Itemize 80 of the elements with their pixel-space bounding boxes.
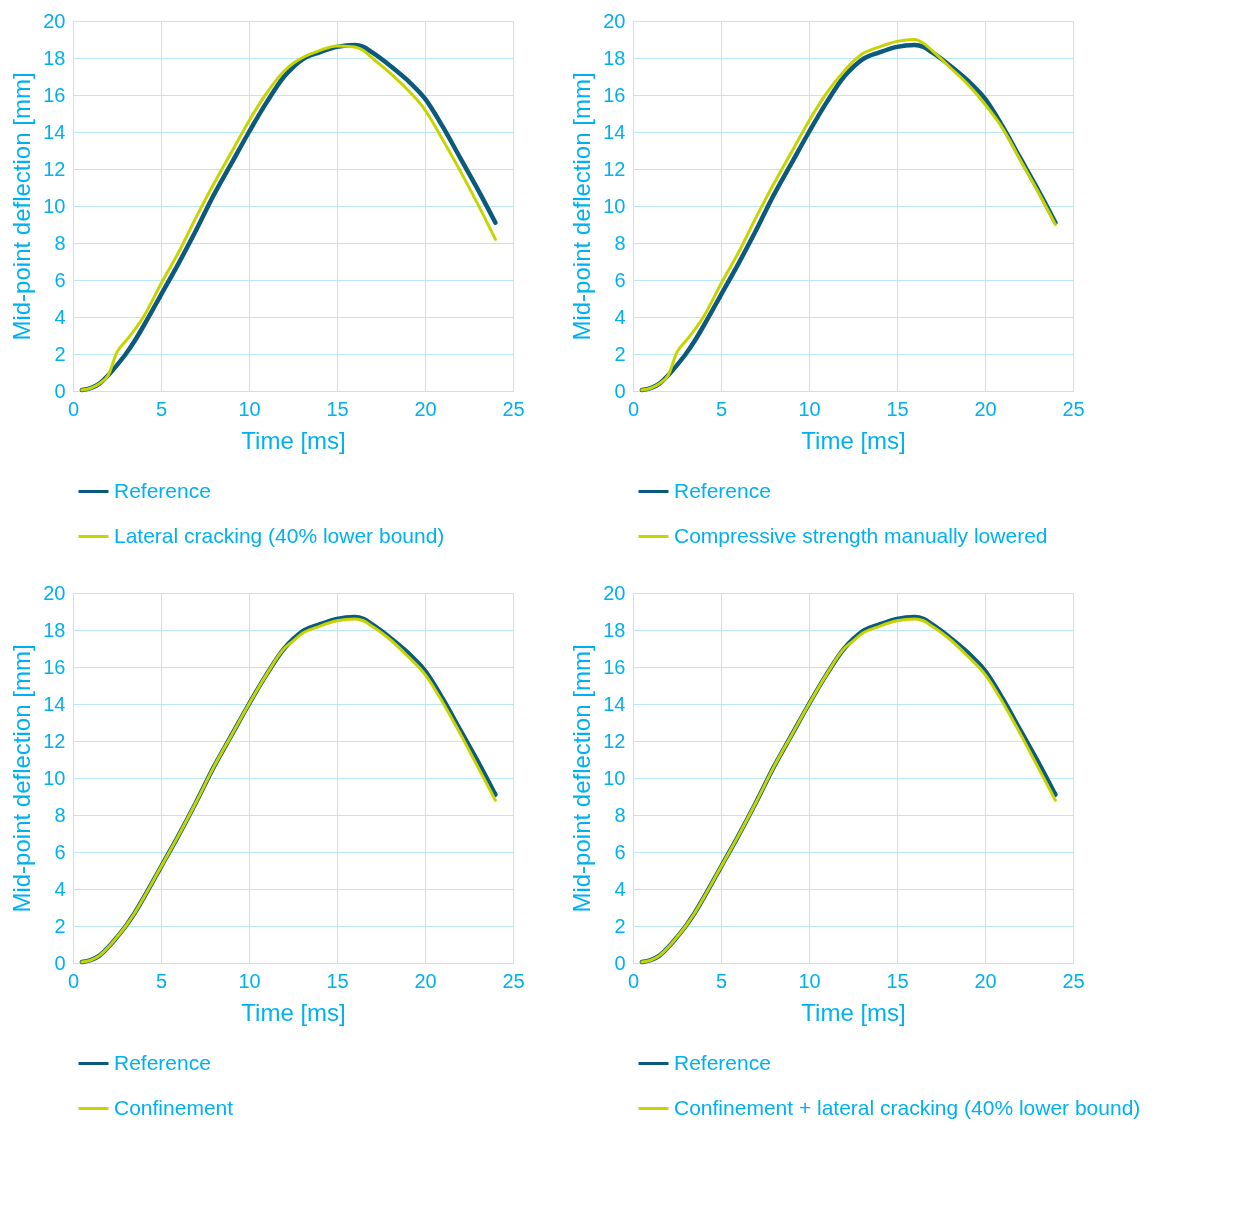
x-tick-label: 15 xyxy=(326,969,349,992)
y-tick-label: 14 xyxy=(43,692,66,715)
y-tick-label: 0 xyxy=(54,379,66,402)
y-tick-label: 12 xyxy=(603,157,626,180)
y-tick-label: 14 xyxy=(43,120,66,143)
legend-label: Reference xyxy=(674,478,771,502)
y-tick-label: 20 xyxy=(43,9,66,32)
legend-label: Compressive strength manually lowered xyxy=(674,523,1048,547)
x-axis-title: Time [ms] xyxy=(801,998,906,1026)
legend-label: Confinement xyxy=(114,1095,234,1119)
x-tick-label: 25 xyxy=(502,969,525,992)
legend-label: Reference xyxy=(114,1050,211,1074)
x-tick-label: 10 xyxy=(238,969,261,992)
y-tick-label: 20 xyxy=(603,581,626,604)
x-tick-label: 20 xyxy=(974,397,997,420)
y-tick-label: 8 xyxy=(54,231,66,254)
x-tick-label: 10 xyxy=(238,397,261,420)
x-tick-label: 5 xyxy=(155,397,168,420)
x-tick-label: 15 xyxy=(886,969,909,992)
y-tick-label: 8 xyxy=(614,803,626,826)
x-tick-label: 15 xyxy=(886,397,909,420)
x-tick-label: 5 xyxy=(155,969,168,992)
legend-label: Lateral cracking (40% lower bound) xyxy=(114,523,445,547)
x-tick-label: 25 xyxy=(502,397,525,420)
y-tick-label: 18 xyxy=(603,618,626,641)
y-tick-label: 16 xyxy=(43,83,66,106)
y-tick-label: 10 xyxy=(43,766,66,789)
y-tick-label: 2 xyxy=(614,914,626,937)
y-tick-label: 0 xyxy=(614,379,626,402)
y-tick-label: 18 xyxy=(43,618,66,641)
y-axis-title: Mid-point deflection [mm] xyxy=(8,72,36,341)
x-axis-title: Time [ms] xyxy=(241,426,346,454)
y-tick-label: 12 xyxy=(43,157,66,180)
x-tick-label: 10 xyxy=(798,969,821,992)
y-tick-label: 14 xyxy=(603,120,626,143)
x-tick-label: 20 xyxy=(414,397,437,420)
y-axis-title: Mid-point deflection [mm] xyxy=(568,72,596,341)
y-tick-label: 2 xyxy=(54,914,66,937)
y-tick-label: 10 xyxy=(43,194,66,217)
y-tick-label: 8 xyxy=(614,231,626,254)
x-tick-label: 10 xyxy=(798,397,821,420)
y-tick-label: 18 xyxy=(603,46,626,69)
x-tick-label: 20 xyxy=(974,969,997,992)
x-axis-title: Time [ms] xyxy=(801,426,906,454)
y-tick-label: 14 xyxy=(603,692,626,715)
y-tick-label: 20 xyxy=(603,9,626,32)
legend-label: Reference xyxy=(114,478,211,502)
y-tick-label: 16 xyxy=(603,83,626,106)
x-tick-label: 25 xyxy=(1062,969,1085,992)
y-tick-label: 4 xyxy=(614,305,626,328)
y-tick-label: 16 xyxy=(43,655,66,678)
x-axis-title: Time [ms] xyxy=(241,998,346,1026)
y-tick-label: 0 xyxy=(614,951,626,974)
y-tick-label: 2 xyxy=(614,342,626,365)
x-tick-label: 25 xyxy=(1062,397,1085,420)
legend-label: Confinement + lateral cracking (40% lower bound) xyxy=(674,1095,1141,1119)
x-tick-label: 5 xyxy=(715,397,728,420)
x-tick-label: 15 xyxy=(326,397,349,420)
y-tick-label: 4 xyxy=(614,877,626,900)
y-tick-label: 6 xyxy=(54,840,66,863)
y-tick-label: 12 xyxy=(43,729,66,752)
y-tick-label: 16 xyxy=(603,655,626,678)
y-tick-label: 4 xyxy=(54,305,66,328)
y-axis-title: Mid-point deflection [mm] xyxy=(568,644,596,913)
y-tick-label: 0 xyxy=(54,951,66,974)
y-tick-label: 2 xyxy=(54,342,66,365)
y-axis-title: Mid-point deflection [mm] xyxy=(8,644,36,913)
x-tick-label: 5 xyxy=(715,969,728,992)
y-tick-label: 12 xyxy=(603,729,626,752)
y-tick-label: 6 xyxy=(614,840,626,863)
y-tick-label: 20 xyxy=(43,581,66,604)
y-tick-label: 6 xyxy=(54,268,66,291)
y-tick-label: 8 xyxy=(54,803,66,826)
y-tick-label: 18 xyxy=(43,46,66,69)
x-tick-label: 20 xyxy=(414,969,437,992)
y-tick-label: 6 xyxy=(614,268,626,291)
y-tick-label: 10 xyxy=(603,194,626,217)
y-tick-label: 4 xyxy=(54,877,66,900)
legend-label: Reference xyxy=(674,1050,771,1074)
y-tick-label: 10 xyxy=(603,766,626,789)
